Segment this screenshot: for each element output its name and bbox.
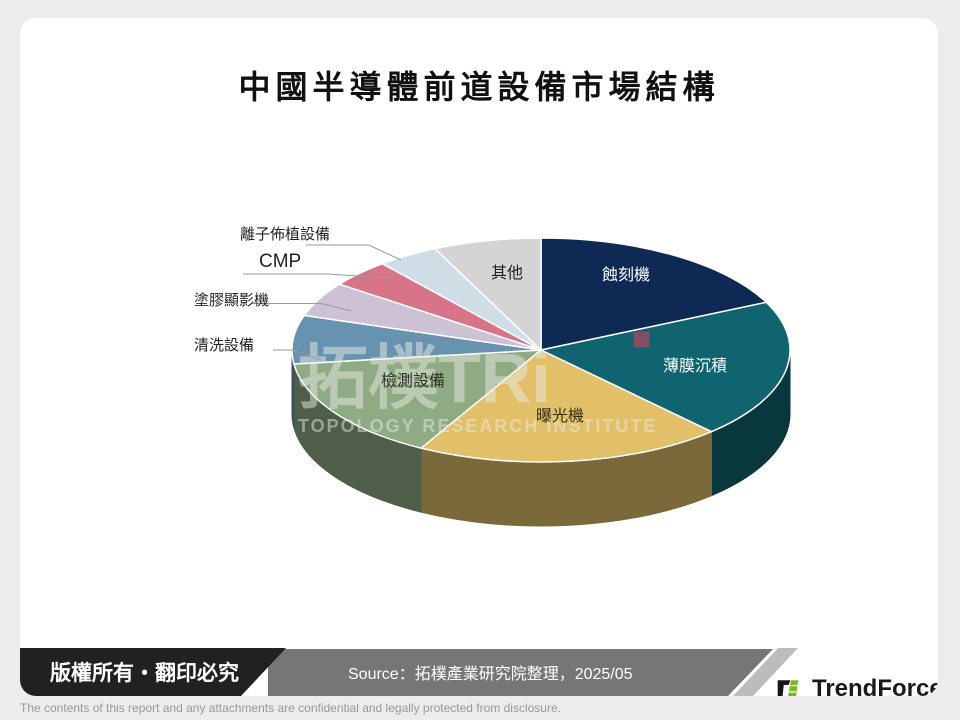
svg-text:版權所有・翻印必究: 版權所有・翻印必究 xyxy=(50,661,239,685)
svg-text:Source：拓樸產業研究院整理，2025/05: Source：拓樸產業研究院整理，2025/05 xyxy=(348,665,633,683)
